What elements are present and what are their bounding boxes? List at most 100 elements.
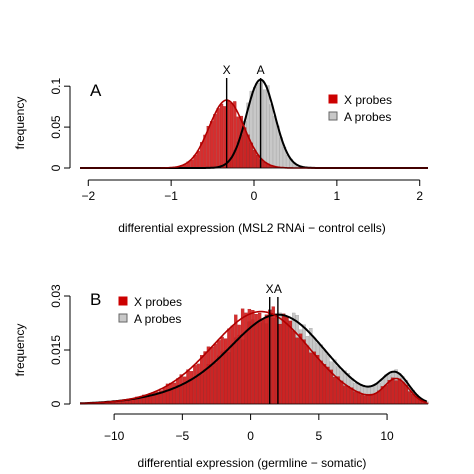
x-probe-bar <box>339 380 344 405</box>
panel-b-x-label: differential expression (germline − soma… <box>138 456 367 470</box>
x-probe-bar <box>271 306 275 405</box>
y-tick-label: 0.05 <box>49 115 63 139</box>
x-probe-bar <box>169 382 173 405</box>
panel-b-y-label: frequency <box>13 324 27 377</box>
x-probe-bar <box>199 355 204 405</box>
x-probe-bar <box>384 385 388 405</box>
x-probe-bar <box>189 371 194 405</box>
x-probe-bar <box>234 314 238 405</box>
legend-label: A probes <box>134 312 181 326</box>
x-probe-bar <box>243 127 247 169</box>
x-tick-label: −1 <box>164 189 178 203</box>
x-probe-bar <box>213 114 217 169</box>
x-probe-bar <box>230 325 235 405</box>
x-probe-bar <box>193 365 197 405</box>
x-probe-bar <box>223 338 228 405</box>
x-probe-bar <box>326 366 330 405</box>
legend-label: A probes <box>344 110 391 124</box>
x-probe-bar <box>391 377 395 405</box>
mean-line-label-a: A <box>274 282 282 296</box>
x-probe-bar <box>206 346 211 405</box>
x-tick-label: 5 <box>315 429 322 443</box>
x-probe-bar <box>305 345 310 405</box>
panel-a-legend: X probes A probes <box>328 93 392 124</box>
a-probe-bar <box>262 89 267 169</box>
x-tick-label: 10 <box>380 429 394 443</box>
x-probe-bar <box>254 313 258 405</box>
x-tick-label: 2 <box>416 189 423 203</box>
x-probe-bar <box>373 393 378 405</box>
panel-a-axes: −2 −1 0 1 2 0 0.05 0.1 <box>49 78 428 203</box>
x-tick-label: −2 <box>81 189 95 203</box>
x-tick-label: 0 <box>247 429 254 443</box>
x-probe-bar <box>302 339 306 405</box>
x-probe-bar <box>172 382 177 405</box>
x-probe-bar <box>186 369 190 405</box>
legend-swatch <box>328 94 338 104</box>
x-probe-bar <box>281 313 286 405</box>
x-probe-bar <box>343 385 347 405</box>
x-probe-bar <box>209 121 214 169</box>
x-probe-bar <box>333 376 337 405</box>
y-tick-label: 0.015 <box>49 335 63 365</box>
a-probe-bar <box>269 104 273 169</box>
y-tick-label: 0 <box>49 400 63 407</box>
x-probe-bar <box>253 150 257 169</box>
x-probe-bar <box>292 330 296 405</box>
legend-label: X probes <box>344 93 392 107</box>
y-tick-label: 0.03 <box>49 284 63 308</box>
a-probe-bar <box>272 115 277 169</box>
x-probe-bar <box>257 312 262 405</box>
x-probe-bar <box>363 395 368 405</box>
panel-b-legend: X probes A probes <box>118 295 182 326</box>
mean-line-label-x: X <box>266 282 274 296</box>
panel-b-letter: B <box>90 290 101 309</box>
x-probe-bar <box>196 150 200 169</box>
panel-b-x-density-curve <box>80 310 428 405</box>
x-probe-bar <box>394 380 398 405</box>
x-probe-bar <box>182 376 187 405</box>
x-probe-bar <box>196 363 200 405</box>
x-probe-bar <box>227 328 231 405</box>
x-probe-bar <box>261 319 265 405</box>
x-probe-bar <box>244 312 248 405</box>
x-probe-bar <box>397 378 402 405</box>
x-probe-bar <box>360 394 364 405</box>
x-probe-bar <box>346 386 351 405</box>
x-probe-bar <box>408 391 412 405</box>
x-probe-bar <box>278 323 282 405</box>
x-probe-bar <box>264 314 269 405</box>
x-probe-bar <box>176 378 180 405</box>
x-probe-bar <box>319 360 323 405</box>
panel-a-x-label: differential expression (MSL2 RNAi − con… <box>118 221 386 235</box>
x-probe-bar <box>240 308 245 405</box>
x-probe-bar <box>217 340 221 405</box>
x-probe-bar <box>216 108 220 169</box>
x-probe-bar <box>401 382 405 405</box>
x-probe-bar <box>220 336 224 405</box>
x-probe-bar <box>353 391 357 405</box>
x-probe-bar <box>315 354 320 405</box>
x-probe-bar <box>312 351 316 405</box>
panel-b-axes: −10 −5 0 5 10 0 0.015 0.03 <box>49 284 428 443</box>
x-probe-bar <box>162 387 166 405</box>
panel-a-letter: A <box>90 81 102 100</box>
x-probe-bar <box>247 308 252 405</box>
x-tick-label: 1 <box>334 189 341 203</box>
x-probe-bar <box>295 337 299 405</box>
x-probe-bar <box>298 333 303 405</box>
y-tick-label: 0 <box>49 164 63 171</box>
x-probe-bar <box>309 352 313 405</box>
x-probe-bar <box>223 106 227 169</box>
x-probe-bar <box>219 103 224 169</box>
x-probe-bar <box>285 316 289 405</box>
x-probe-bar <box>329 369 333 405</box>
x-tick-label: −5 <box>176 429 190 443</box>
x-tick-label: 0 <box>251 189 258 203</box>
panel-a-y-label: frequency <box>13 97 27 150</box>
